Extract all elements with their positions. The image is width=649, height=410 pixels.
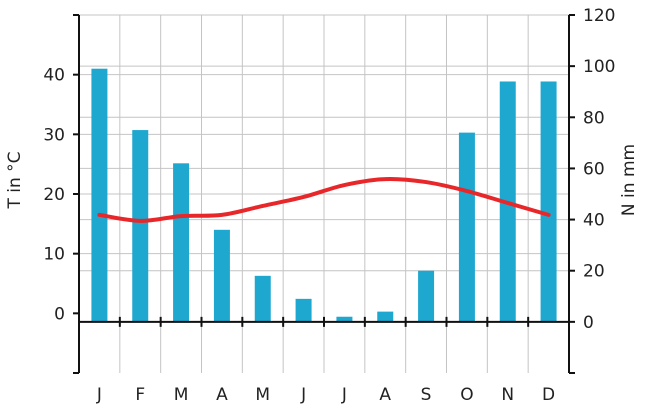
right-tick-label: 100 [583, 57, 615, 77]
bar-0 [91, 68, 108, 322]
bar-7 [377, 311, 394, 322]
x-tick-label: J [300, 385, 306, 405]
x-tick-label: J [341, 385, 347, 405]
bar-4 [254, 275, 271, 322]
right-tick-label: 80 [583, 108, 605, 128]
right-tick-label: 60 [583, 159, 605, 179]
x-tick-label: A [379, 385, 391, 405]
bar-11 [540, 81, 557, 322]
bar-6 [336, 316, 353, 322]
right-tick-label: 20 [583, 262, 605, 282]
left-tick-label: 20 [43, 185, 65, 205]
temperature-line [97, 176, 551, 223]
precipitation-bars [91, 68, 557, 322]
bar-9 [458, 132, 475, 322]
x-tick-label: J [96, 385, 102, 405]
x-tick-label: F [135, 385, 145, 405]
bar-3 [213, 229, 230, 322]
x-tick-label: D [542, 385, 555, 405]
x-tick-label: M [255, 385, 270, 405]
bar-8 [418, 270, 435, 322]
left-tick-label: 10 [43, 245, 65, 265]
grid-lines [79, 14, 569, 373]
x-tick-label: A [216, 385, 228, 405]
x-tick-label: S [421, 385, 432, 405]
x-tick-label: M [174, 385, 189, 405]
bar-5 [295, 298, 312, 322]
right-tick-label: 40 [583, 211, 605, 231]
bar-1 [132, 130, 149, 322]
left-tick-label: 0 [54, 304, 65, 324]
tick-labels: 0 10 20 30 40 0 20 40 60 80 100 120 J F M A M J J A S O N D T in… [5, 6, 639, 405]
left-axis-title: T in °C [5, 151, 25, 209]
axes [73, 14, 575, 374]
left-tick-label: 40 [43, 66, 65, 86]
x-tick-label: N [501, 385, 514, 405]
bar-2 [173, 163, 190, 322]
x-tick-label: O [460, 385, 473, 405]
right-tick-label: 120 [583, 6, 615, 26]
temperature-line-group [97, 176, 551, 223]
right-tick-label: 0 [583, 313, 594, 333]
right-axis-title: N in mm [619, 144, 639, 216]
left-tick-label: 30 [43, 125, 65, 145]
